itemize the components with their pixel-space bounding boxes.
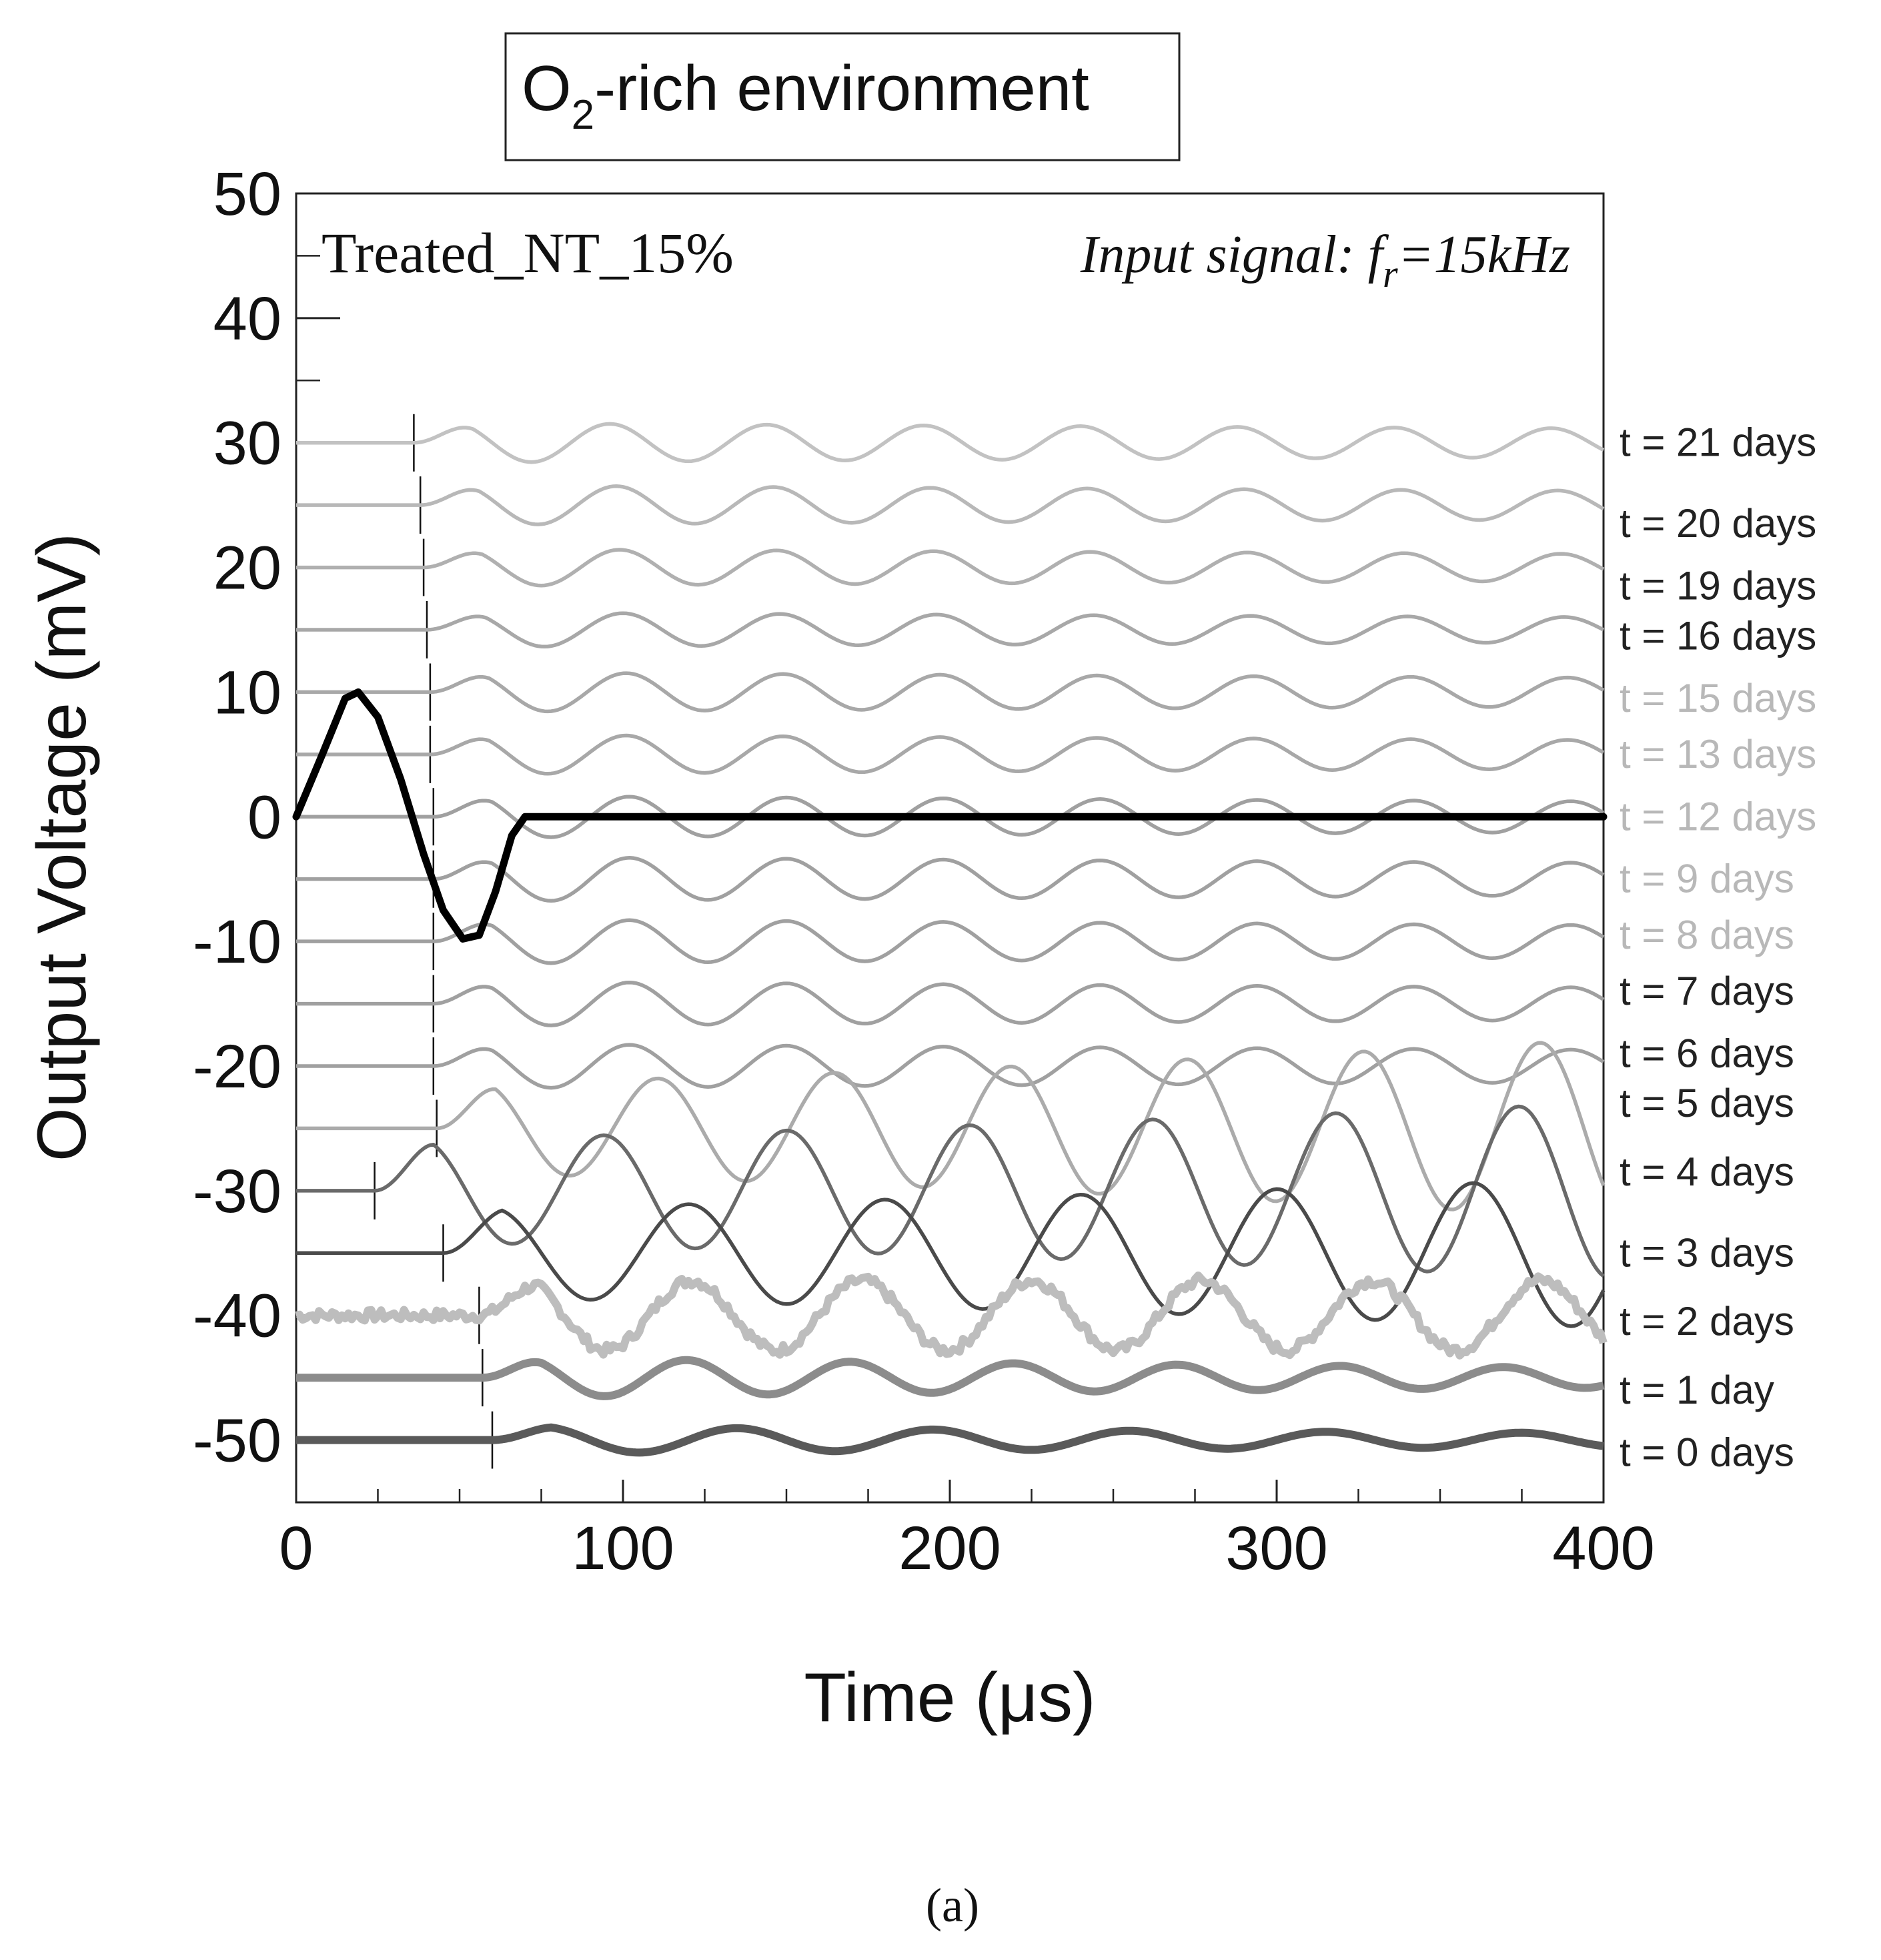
series-label: t = 21 days	[1620, 420, 1816, 465]
series-line	[295, 1423, 1605, 1457]
series-label: t = 4 days	[1620, 1149, 1794, 1194]
series-line	[296, 918, 1605, 965]
series-label: t = 20 days	[1620, 501, 1816, 546]
sample-label: Treated_NT_15%	[322, 221, 734, 285]
y-tick-label: 0	[247, 783, 281, 851]
series-line	[296, 671, 1605, 714]
series-line	[296, 856, 1605, 903]
y-tick-label: 50	[213, 160, 281, 228]
y-tick-label: -20	[193, 1033, 281, 1101]
series-line	[295, 1356, 1605, 1400]
x-tick-label: 200	[898, 1514, 1001, 1582]
series-label: t = 1 day	[1620, 1368, 1774, 1412]
series-line	[296, 422, 1605, 464]
chart-title: O2-rich environment	[522, 53, 1089, 138]
y-tick-label: 10	[213, 658, 281, 726]
series-label: t = 5 days	[1620, 1081, 1794, 1125]
series-label: t = 8 days	[1620, 913, 1794, 957]
series-label: t = 16 days	[1620, 613, 1816, 658]
y-tick-label: 20	[213, 534, 281, 602]
y-tick-label: -10	[193, 908, 281, 976]
input-signal-path	[292, 688, 1608, 943]
series-label: t = 6 days	[1620, 1031, 1794, 1075]
x-axis-title: Time (μs)	[804, 1659, 1095, 1737]
series-label: t = 9 days	[1620, 857, 1794, 901]
series-line	[296, 611, 1605, 649]
series-line	[296, 733, 1605, 776]
series-line	[296, 1043, 1605, 1090]
series-line	[296, 548, 1605, 588]
x-tick-label: 400	[1552, 1514, 1655, 1582]
x-tick-label: 300	[1225, 1514, 1328, 1582]
series-line	[295, 1272, 1608, 1360]
series-label: t = 19 days	[1620, 564, 1816, 608]
input-signal-line	[292, 688, 1608, 943]
input-signal-note: Input signal: fr=15kHz	[1080, 225, 1570, 296]
series-label: t = 2 days	[1620, 1299, 1794, 1344]
series-labels: t = 21 days t = 20 days t = 19 days t = 16 …	[1620, 420, 1816, 1475]
y-tick-label: 30	[213, 410, 281, 478]
series-line	[296, 795, 1605, 839]
series-label: t = 12 days	[1620, 794, 1816, 839]
x-tick-label: 0	[279, 1514, 313, 1582]
series-label: t = 13 days	[1620, 732, 1816, 777]
series-line	[296, 980, 1605, 1027]
series-line	[296, 1041, 1606, 1211]
series-label: t = 3 days	[1620, 1230, 1794, 1275]
panel-caption: (a)	[926, 1879, 979, 1932]
x-tick-label: 100	[572, 1514, 674, 1582]
series-label: t = 7 days	[1620, 969, 1794, 1013]
y-tick-label: -40	[193, 1282, 281, 1350]
series-lines	[295, 422, 1608, 1457]
series-label: t = 0 days	[1620, 1430, 1794, 1474]
y-tick-label: -30	[193, 1157, 281, 1226]
series-label: t = 15 days	[1620, 676, 1816, 720]
series-line	[296, 1181, 1606, 1328]
chart-title-box	[504, 32, 1181, 161]
series-line	[296, 1104, 1605, 1278]
y-tick-label: -50	[193, 1407, 281, 1475]
y-axis-title: Output Voltage (mV)	[23, 533, 101, 1161]
y-tick-label: 40	[213, 285, 281, 353]
series-line	[296, 484, 1605, 526]
